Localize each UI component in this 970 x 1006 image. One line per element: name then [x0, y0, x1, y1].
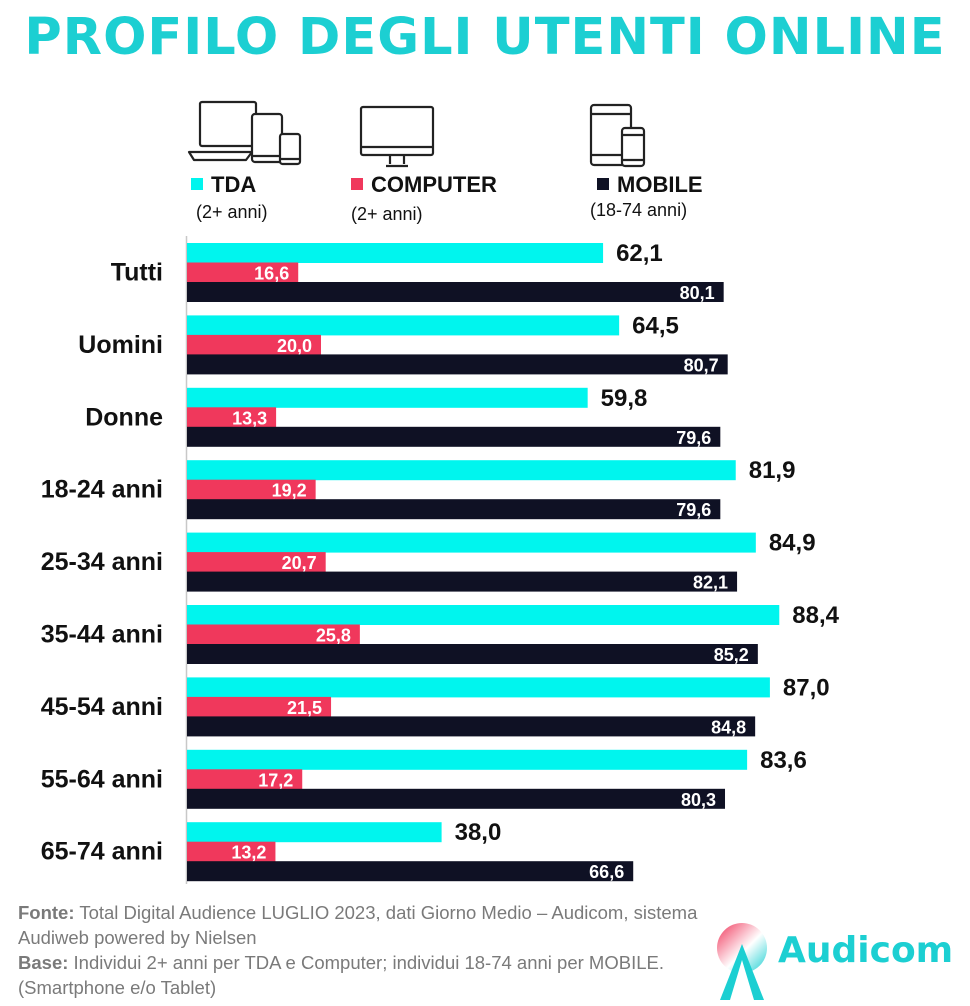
data-label-tda: 38,0 [455, 819, 502, 846]
legend-label-mobile: MOBILE [617, 172, 703, 197]
mobile-devices-icon [589, 103, 646, 168]
bar-tda [187, 822, 442, 843]
bar-computer [187, 262, 299, 283]
bar-computer [187, 769, 303, 790]
bar-tda [187, 460, 736, 481]
bar-mobile [187, 571, 738, 592]
bar-tda [187, 315, 620, 336]
legend-sub-computer: (2+ anni) [351, 204, 423, 224]
bar-computer [187, 407, 277, 428]
category-label: 18-24 anni [41, 476, 163, 504]
data-label-tda: 88,4 [792, 602, 839, 629]
audicom-logo-mark [717, 923, 767, 1000]
data-label-mobile: 79,6 [676, 500, 711, 520]
monitor-icon [359, 105, 435, 168]
data-label-tda: 83,6 [760, 747, 807, 774]
legend-swatch-tda [191, 178, 203, 190]
audicom-logo-text: Audicom [778, 930, 954, 971]
data-label-tda: 81,9 [749, 457, 796, 484]
footer-source-text: Total Digital Audience LUGLIO 2023, dati… [18, 902, 698, 948]
data-label-mobile: 80,7 [684, 355, 719, 375]
bar-computer [187, 479, 316, 500]
data-label-computer: 13,2 [231, 843, 266, 863]
category-label: 25-34 anni [41, 548, 163, 576]
category-label: Tutti [111, 259, 163, 287]
page-title: PROFILO DEGLI UTENTI ONLINE [24, 8, 946, 67]
legend-swatch-computer [351, 178, 363, 190]
data-label-mobile: 79,6 [676, 428, 711, 448]
bar-tda [187, 387, 588, 408]
bar-mobile [187, 644, 758, 664]
data-label-mobile: 66,6 [589, 862, 624, 882]
bar-mobile [187, 788, 726, 809]
data-label-tda: 84,9 [769, 530, 816, 557]
multi-device-icon [187, 100, 302, 166]
footer-source: Fonte: Total Digital Audience LUGLIO 202… [18, 900, 718, 950]
footer-base-text: Individui 2+ anni per TDA e Computer; in… [18, 952, 664, 998]
data-label-computer: 13,3 [232, 408, 267, 428]
bar-mobile [187, 716, 756, 737]
bar-computer [187, 841, 276, 862]
footer-source-label: Fonte: [18, 902, 75, 923]
data-label-mobile: 80,1 [680, 283, 715, 303]
legend-sub-tda: (2+ anni) [196, 202, 268, 222]
bar-tda [187, 677, 770, 698]
bar-computer [187, 334, 321, 355]
data-label-computer: 17,2 [258, 770, 293, 790]
bar-computer [187, 696, 332, 717]
category-label: Donne [85, 403, 163, 431]
footer-note: Fonte: Total Digital Audience LUGLIO 202… [18, 900, 718, 1000]
category-label: 55-64 anni [41, 765, 163, 793]
data-label-computer: 21,5 [287, 698, 322, 718]
legend-swatch-mobile [597, 178, 609, 190]
legend-label-computer: COMPUTER [371, 172, 497, 197]
data-label-mobile: 82,1 [693, 573, 728, 593]
data-label-tda: 64,5 [632, 312, 679, 339]
bar-tda [187, 532, 756, 553]
data-label-computer: 20,7 [282, 553, 317, 573]
audicom-logo: Audicom [712, 920, 954, 1000]
data-label-mobile: 84,8 [711, 717, 746, 737]
bar-computer [187, 552, 326, 573]
bar-tda [187, 749, 748, 770]
data-label-mobile: 85,2 [714, 645, 749, 665]
data-label-tda: 87,0 [783, 674, 830, 701]
bar-chart: Tutti 62,1 16,6 80,1 Uomini 64,5 20,0 80,7 Donne… [41, 236, 840, 884]
category-label: 45-54 anni [41, 693, 163, 721]
footer-base: Base: Individui 2+ anni per TDA e Comput… [18, 950, 718, 1000]
data-label-computer: 16,6 [254, 264, 289, 284]
footer-base-label: Base: [18, 952, 69, 973]
data-label-computer: 19,2 [272, 481, 307, 501]
data-label-computer: 25,8 [316, 626, 351, 646]
bar-mobile [187, 354, 728, 375]
data-label-computer: 20,0 [277, 336, 312, 356]
bar-mobile [187, 499, 721, 520]
legend-label-tda: TDA [211, 172, 257, 197]
data-label-mobile: 80,3 [681, 790, 716, 810]
bar-tda [187, 605, 780, 625]
data-label-tda: 62,1 [616, 240, 663, 267]
legend-sub-mobile: (18-74 anni) [590, 200, 688, 220]
data-label-tda: 59,8 [601, 385, 648, 412]
bar-computer [187, 624, 360, 645]
category-label: 65-74 anni [41, 838, 163, 866]
category-label: Uomini [78, 331, 163, 359]
bar-mobile [187, 861, 634, 882]
bar-mobile [187, 426, 721, 447]
category-label: 35-44 anni [41, 621, 163, 649]
bar-mobile [187, 282, 724, 302]
bar-tda [187, 243, 604, 263]
